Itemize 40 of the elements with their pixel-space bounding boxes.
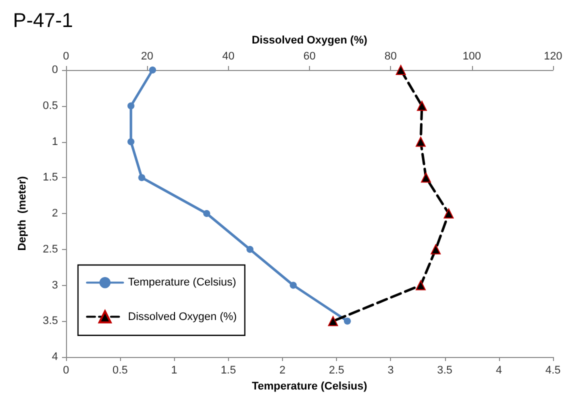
x2-tick-label: 20	[141, 50, 154, 62]
y-tick-label: 1	[52, 136, 58, 148]
x2-tick-label: 60	[303, 50, 316, 62]
point	[344, 318, 351, 325]
point	[290, 282, 297, 289]
legend-label: Dissolved Oxygen (%)	[128, 310, 237, 323]
x2-axis-title: Dissolved Oxygen (%)	[252, 34, 368, 46]
y-tick-label: 3.5	[42, 315, 58, 328]
chart-title: P-47-1	[13, 10, 74, 32]
x2-tick-label: 120	[544, 50, 562, 62]
x-axis-title: Temperature (Celsius)	[252, 380, 368, 392]
y-tick-label: 3	[52, 279, 58, 292]
y-tick-label: 2.5	[42, 243, 58, 256]
x-tick-label: 0	[62, 364, 70, 376]
point	[203, 210, 210, 217]
x2-tick-label: 80	[384, 50, 397, 62]
y-tick-label: 2	[52, 208, 58, 220]
x-tick-label: 0.5	[112, 364, 128, 376]
point	[246, 246, 254, 253]
point	[127, 102, 134, 110]
x-tick-label: 2	[279, 364, 286, 376]
x-tick-label: 1.5	[220, 364, 236, 376]
x-tick-label: 2.5	[328, 364, 344, 376]
x2-tick-label: 100	[462, 50, 482, 62]
x-tick-label: 3	[388, 364, 394, 376]
x-tick-label: 4.5	[545, 364, 561, 376]
y-axis-title: Depth (meter)	[16, 176, 28, 251]
x2-tick-label: 0	[62, 50, 70, 62]
point	[138, 174, 146, 182]
point	[127, 138, 134, 146]
x-tick-label: 4	[496, 364, 502, 376]
x-tick-label: 3.5	[437, 364, 452, 376]
y-tick-label: 0	[52, 64, 58, 76]
x-tick-label: 1	[171, 364, 178, 376]
point	[149, 66, 156, 74]
y-tick-label: 0.5	[42, 100, 58, 112]
y-tick-label: 4	[52, 351, 58, 363]
y-tick-label: 1.5	[42, 172, 58, 184]
legend-label: Temperature (Celsius)	[128, 276, 236, 289]
x2-tick-label: 40	[222, 50, 234, 62]
